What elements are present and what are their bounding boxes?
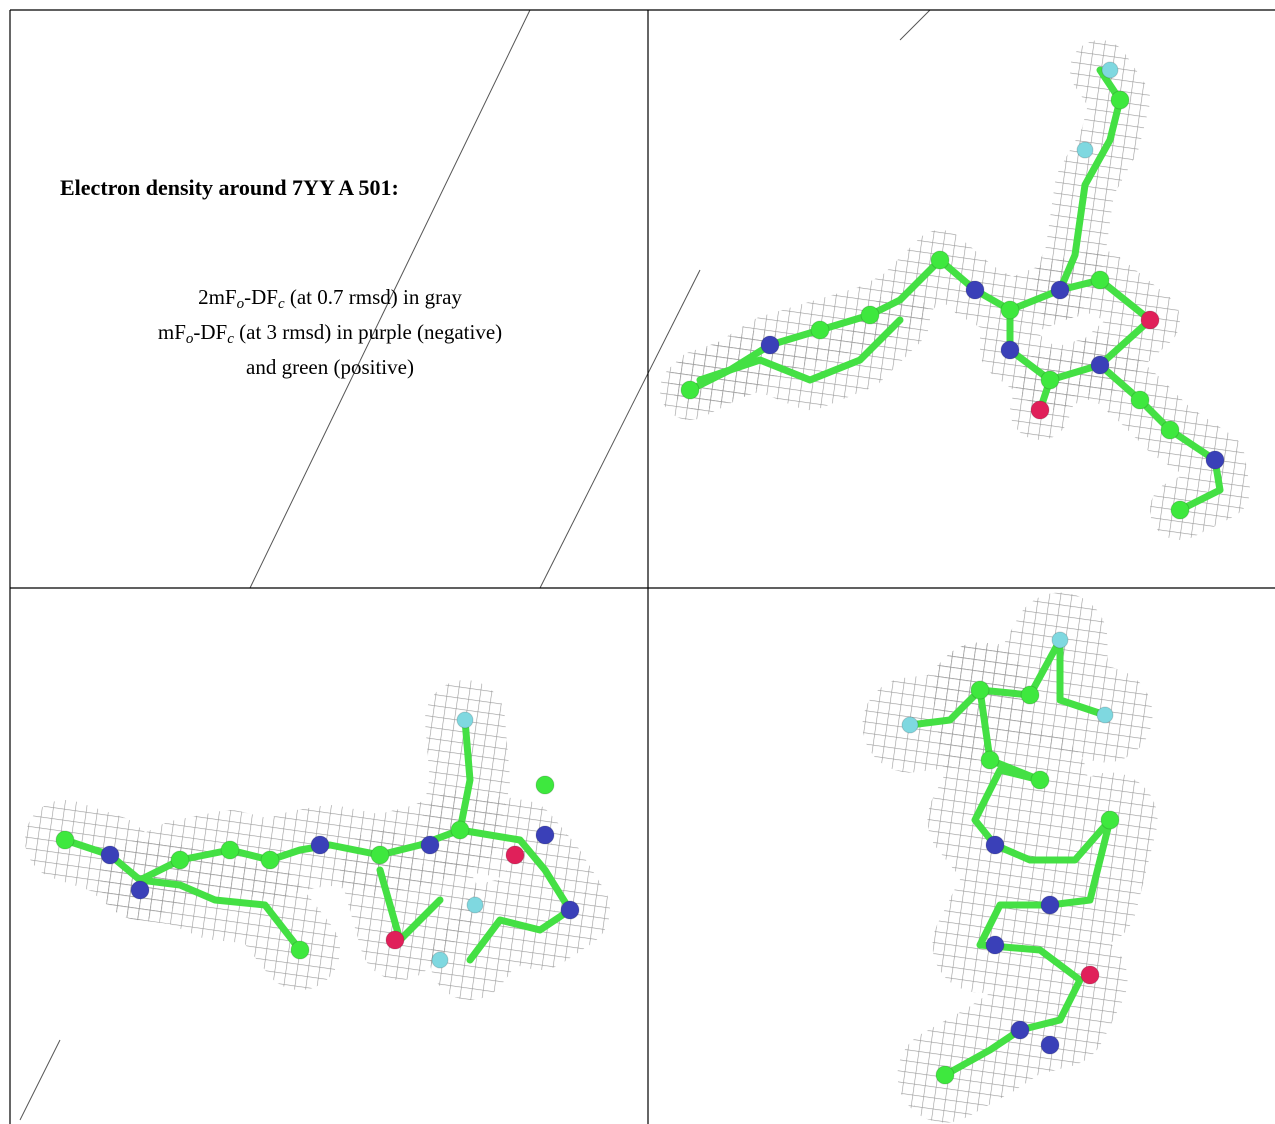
- atom: [1100, 810, 1120, 830]
- atom: [985, 835, 1005, 855]
- atom: [310, 835, 330, 855]
- atom: [535, 775, 555, 795]
- atom: [100, 845, 120, 865]
- atom: [505, 845, 525, 865]
- atom: [1076, 141, 1094, 159]
- atom: [1080, 965, 1100, 985]
- atom: [1020, 685, 1040, 705]
- watermark: [19, 9, 931, 1121]
- atom: [810, 320, 830, 340]
- atom: [970, 680, 990, 700]
- atom: [1040, 895, 1060, 915]
- atom: [1040, 1035, 1060, 1055]
- subscript: o: [236, 296, 245, 312]
- atom: [1000, 340, 1020, 360]
- text-run: -DF: [193, 320, 228, 344]
- atom: [965, 280, 985, 300]
- atom: [55, 830, 75, 850]
- bond: [941, 686, 1114, 1079]
- atom: [535, 825, 555, 845]
- atom: [1050, 280, 1070, 300]
- atom: [1110, 90, 1130, 110]
- atom: [980, 750, 1000, 770]
- text-run: -DF: [244, 285, 278, 309]
- atom: [760, 335, 780, 355]
- text-run: (at 3 rmsd) in purple (negative): [233, 320, 503, 344]
- text-run: mF: [157, 320, 186, 344]
- atom: [1051, 631, 1069, 649]
- atom: [680, 380, 700, 400]
- text-run: 2mF: [198, 285, 237, 309]
- atom: [1101, 61, 1119, 79]
- atom: [385, 930, 405, 950]
- atom: [1030, 400, 1050, 420]
- atom: [1140, 310, 1160, 330]
- atom: [431, 951, 449, 969]
- atom: [466, 896, 484, 914]
- atom: [1205, 450, 1225, 470]
- bond: [136, 876, 304, 954]
- atom: [1170, 500, 1190, 520]
- atom: [1130, 390, 1150, 410]
- text-run: (at 0.7 rmsd) in gray: [284, 285, 462, 309]
- atom: [935, 1065, 955, 1085]
- subscript: c: [277, 296, 285, 312]
- bond: [696, 316, 904, 384]
- atom: [1000, 300, 1020, 320]
- subscript: o: [185, 331, 194, 347]
- atom: [1010, 1020, 1030, 1040]
- atom: [456, 711, 474, 729]
- atom: [130, 880, 150, 900]
- bond: [686, 256, 1154, 394]
- cell-title: Electron density around 7YY A 501:: [60, 175, 399, 200]
- atom: [930, 250, 950, 270]
- atom: [1096, 706, 1114, 724]
- atom: [450, 820, 470, 840]
- atom: [1030, 770, 1050, 790]
- atom: [370, 845, 390, 865]
- atom: [1040, 370, 1060, 390]
- atom: [985, 935, 1005, 955]
- subscript: c: [227, 331, 234, 347]
- text-run: and green (positive): [246, 355, 414, 379]
- legend-line: and green (positive): [40, 350, 620, 385]
- atom: [901, 716, 919, 734]
- table-borders: [9, 9, 1275, 1124]
- atom: [220, 840, 240, 860]
- atom: [1090, 270, 1110, 290]
- atom: [1090, 355, 1110, 375]
- cell-legend: 2mFo-DFc (at 0.7 rmsd) in gray mFo-DFc (a…: [40, 280, 620, 385]
- atom: [560, 900, 580, 920]
- legend-line: mFo-DFc (at 3 rmsd) in purple (negative): [40, 315, 620, 350]
- legend-line: 2mFo-DFc (at 0.7 rmsd) in gray: [40, 280, 620, 315]
- atom: [860, 305, 880, 325]
- atom: [420, 835, 440, 855]
- atom: [260, 850, 280, 870]
- atom: [170, 850, 190, 870]
- atom: [290, 940, 310, 960]
- atom: [1160, 420, 1180, 440]
- density-mesh: [1070, 335, 1250, 540]
